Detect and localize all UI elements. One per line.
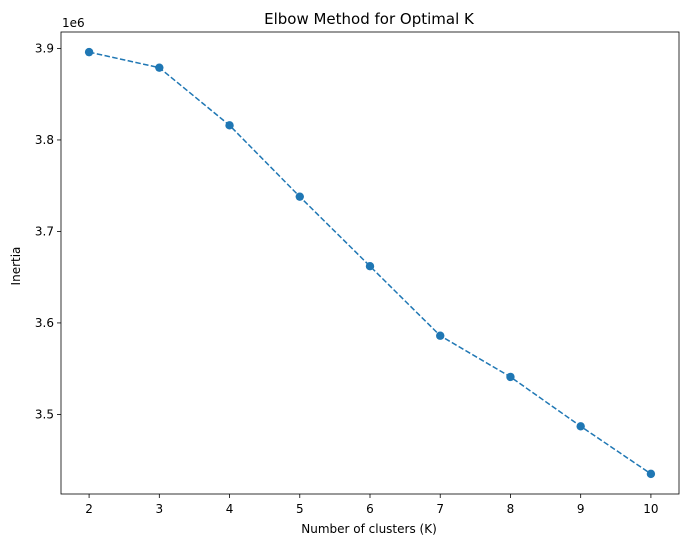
y-tick-label: 3.5: [35, 407, 54, 421]
plot-area: 2 3 4 5 6 7 8 9 10 3.5 3.6 3.7 3.8 3.9: [35, 31, 680, 516]
data-point: [295, 192, 304, 201]
y-tick-label: 3.9: [35, 41, 54, 55]
data-point: [225, 121, 234, 130]
x-tick-label: 6: [366, 502, 374, 516]
x-tick-label: 5: [296, 502, 304, 516]
x-tick-label: 3: [155, 502, 163, 516]
data-point: [576, 422, 585, 431]
x-axis-label: Number of clusters (K): [301, 522, 437, 536]
x-tick-label: 10: [643, 502, 658, 516]
data-point: [155, 63, 164, 72]
y-axis-offset-label: 1e6: [62, 16, 85, 30]
data-point: [436, 331, 445, 340]
y-tick-label: 3.6: [35, 316, 54, 330]
data-point: [365, 262, 375, 271]
y-tick-label: 3.7: [35, 224, 54, 238]
y-axis-label: Inertia: [9, 247, 23, 286]
x-tick-label: 2: [85, 502, 93, 516]
x-tick-label: 4: [226, 502, 234, 516]
x-tick-label: 8: [507, 502, 515, 516]
chart-title: Elbow Method for Optimal K: [264, 10, 475, 28]
data-point: [506, 372, 515, 382]
data-point: [84, 47, 94, 57]
x-tick-label: 9: [577, 502, 585, 516]
data-point: [646, 469, 656, 479]
x-tick-label: 7: [436, 502, 444, 516]
y-tick-label: 3.8: [35, 133, 54, 147]
